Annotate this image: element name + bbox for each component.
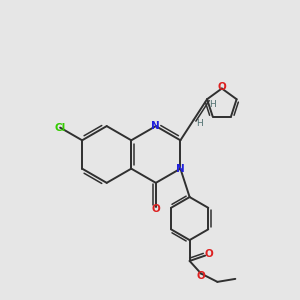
Text: H: H (209, 100, 216, 109)
Text: O: O (218, 82, 226, 92)
Text: O: O (152, 204, 160, 214)
Text: O: O (196, 271, 206, 281)
Text: O: O (204, 249, 213, 260)
Text: Cl: Cl (55, 123, 66, 133)
Text: N: N (176, 164, 185, 174)
Text: N: N (152, 121, 160, 131)
Text: H: H (196, 119, 203, 128)
